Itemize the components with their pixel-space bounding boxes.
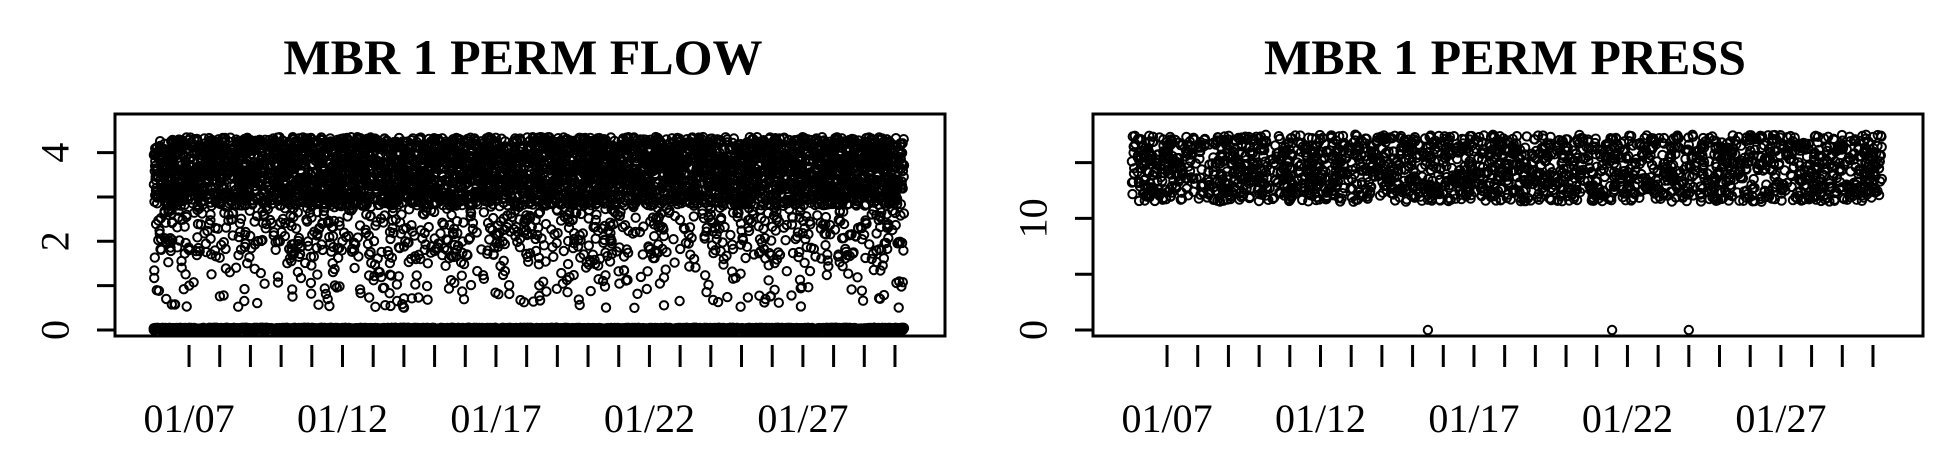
data-point [205,209,216,220]
chart-title: MBR 1 PERM FLOW [283,29,762,85]
data-point [149,252,161,263]
chart-perm-flow: MBR 1 PERM FLOW 024 01/07 01/12 01/17 01/22… [33,29,947,441]
data-point [780,235,791,246]
data-points [148,131,910,336]
data-point [688,211,699,222]
data-point [649,231,660,242]
data-point [740,252,751,264]
data-point [558,245,569,257]
data-point [192,232,203,243]
data-point [583,240,594,251]
data-point [590,233,601,244]
data-point [725,229,736,241]
data-point [635,134,646,145]
data-point [668,234,679,245]
data-point [353,251,364,262]
data-point [630,212,641,223]
data-point [637,249,648,260]
